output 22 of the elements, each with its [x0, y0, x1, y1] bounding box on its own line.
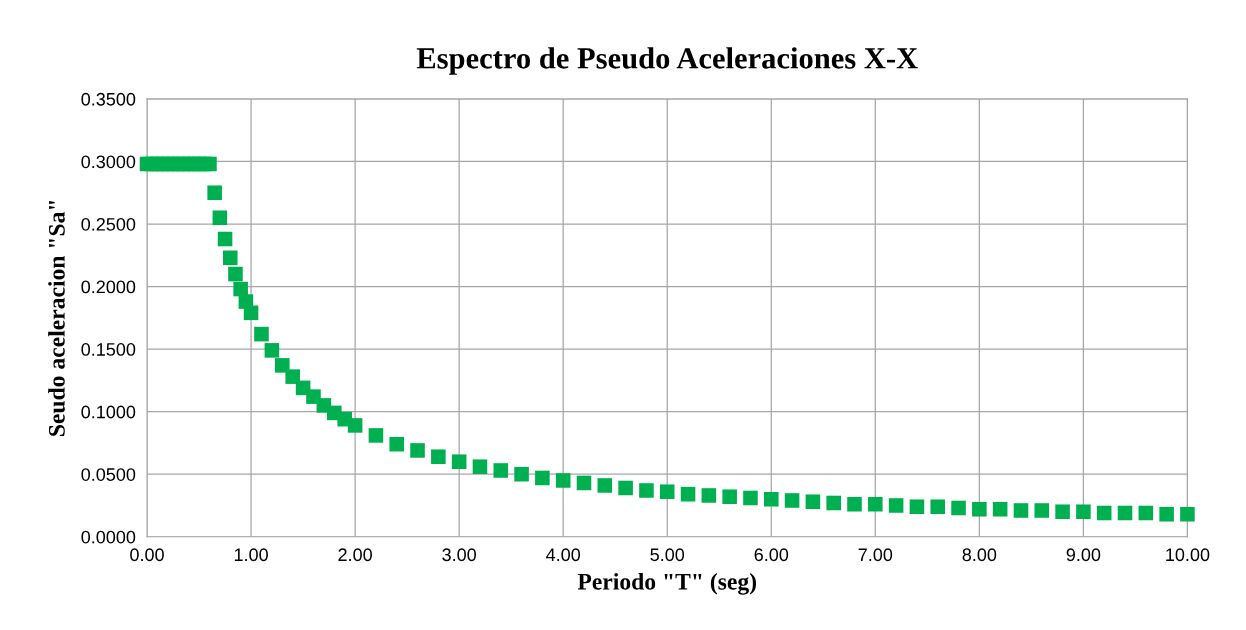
y-tick-label: 0.3000 — [81, 155, 136, 169]
x-tick-label: 6.00 — [754, 548, 789, 562]
chart-title: Espectro de Pseudo Aceleraciones X-X — [416, 47, 918, 75]
x-tick-label: 4.00 — [546, 548, 581, 562]
x-tick-label: 8.00 — [962, 548, 997, 562]
y-tick-label: 0.0000 — [81, 530, 136, 544]
y-tick-label: 0.2000 — [81, 280, 136, 294]
x-tick-label: 0.00 — [130, 548, 164, 562]
x-tick-label: 9.00 — [1066, 548, 1101, 562]
y-tick-label: 0.0500 — [81, 468, 136, 481]
x-tick-label: 7.00 — [858, 548, 893, 562]
x-axis-title: Periodo "T" (seg) — [577, 573, 757, 595]
x-tick-label: 5.00 — [650, 548, 685, 562]
y-axis-title: Seudo aceleracion "Sa" — [48, 201, 65, 436]
y-tick-label: 0.2500 — [81, 217, 136, 231]
x-tick-label: 10.00 — [1166, 548, 1210, 562]
x-tick-label: 1.00 — [234, 548, 268, 562]
y-tick-label: 0.3500 — [81, 92, 136, 106]
x-tick-label: 3.00 — [442, 548, 477, 562]
x-tick-label: 2.00 — [338, 548, 372, 562]
y-tick-label: 0.1500 — [81, 343, 136, 356]
y-tick-label: 0.1000 — [81, 405, 136, 419]
